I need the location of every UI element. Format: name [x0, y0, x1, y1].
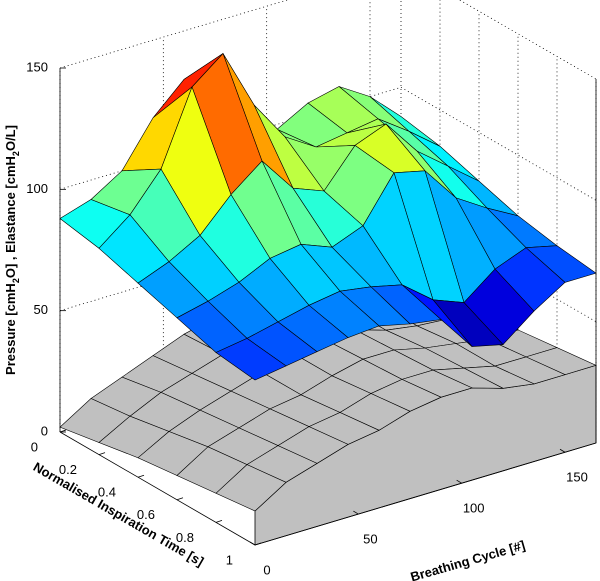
z-tick-label: 150	[26, 59, 48, 74]
z-tick-label: 0	[41, 423, 48, 438]
x-tick	[249, 541, 256, 546]
x-tick-label: 50	[363, 532, 377, 547]
z-axis-label: Pressure [cmH2O] , Elastance [cmH2O/L]	[3, 125, 21, 375]
y-tick	[254, 542, 262, 546]
y-axis	[59, 431, 256, 546]
surfaces	[59, 52, 597, 546]
x-tick-label: 0	[263, 562, 270, 577]
y-tick-label: 0	[31, 439, 38, 454]
x-tick-label: 150	[566, 470, 588, 485]
x-tick-label: 100	[463, 501, 485, 516]
x-axis-label: Breathing Cycle [#]	[409, 537, 527, 581]
label-part: O] , Elastance [cmH	[3, 156, 18, 278]
y-tick	[176, 497, 184, 501]
z-tick-label: 100	[26, 181, 48, 196]
subscript: 2	[11, 278, 21, 283]
y-tick	[215, 520, 223, 523]
subscript: 2	[11, 151, 21, 156]
label-part: Pressure [cmH	[3, 283, 18, 375]
y-tick	[98, 452, 106, 455]
y-tick-label: 0.4	[98, 485, 116, 500]
grid-line	[400, 86, 597, 201]
label-part: O/L]	[3, 125, 18, 151]
y-tick	[137, 474, 145, 478]
z-tick-label: 50	[34, 302, 48, 317]
y-tick	[59, 429, 67, 433]
y-tick-label: 0.8	[176, 530, 194, 545]
surface-cell	[215, 338, 287, 381]
lower-surface-cell	[215, 464, 287, 512]
x-tick	[559, 448, 566, 453]
x-tick	[456, 479, 462, 484]
x-tick	[353, 510, 359, 515]
grid-line	[59, 0, 289, 69]
y-tick-label: 1	[226, 552, 233, 567]
y-tick-label: 0.2	[59, 462, 77, 477]
x-axis	[254, 442, 597, 546]
grid-line	[458, 0, 597, 80]
y-tick-label: 0.6	[137, 507, 155, 522]
